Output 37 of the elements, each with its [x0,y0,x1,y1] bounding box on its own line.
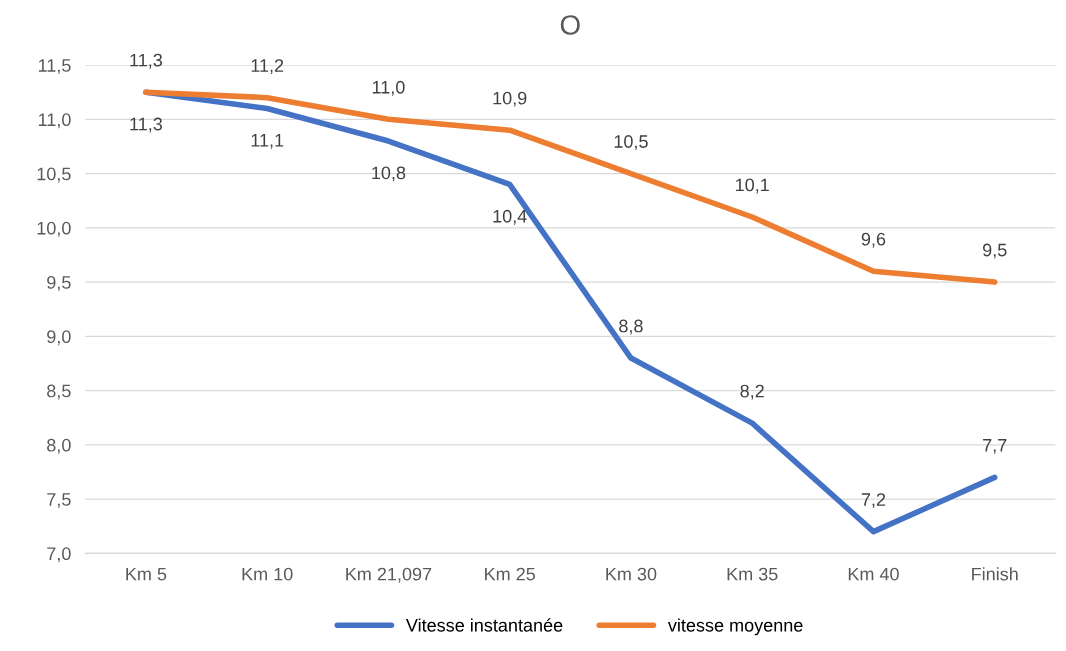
x-tick-label: Km 5 [126,567,167,581]
data-label: 11,3 [130,53,163,69]
y-tick-label: 7,5 [47,493,71,508]
x-tick-label: Km 25 [485,567,536,581]
data-label: 7,7 [983,439,1007,454]
data-label: 10,8 [372,166,406,182]
y-tick-label: 7,0 [47,547,71,563]
data-label: 11,2 [251,59,284,75]
x-tick-label: Km 10 [242,567,293,581]
data-label: 8,2 [740,384,764,400]
data-label: 8,8 [619,319,643,335]
data-label: 10,5 [614,135,648,151]
data-label: 11,0 [372,80,405,96]
x-tick-label: Km 30 [606,567,657,581]
x-tick-label: Km 21,097 [346,567,432,583]
x-tick-label: Finish [972,567,1018,581]
y-tick-label: 9,0 [47,330,71,346]
data-label: 10,1 [736,178,769,194]
y-tick-label: 9,5 [47,276,71,291]
chart-title: O [560,15,580,35]
y-tick-label: 10,0 [37,221,71,237]
y-tick-label: 11,5 [38,59,71,74]
legend-label: vitesse moyenne [667,618,803,636]
data-label: 7,2 [861,493,886,509]
data-label: 11,1 [251,134,284,149]
x-tick-label: Km 40 [848,567,899,581]
data-label: 9,6 [861,232,886,248]
data-label: 9,5 [983,243,1007,259]
y-tick-label: 11,0 [38,113,71,129]
data-label: 10,4 [493,209,527,225]
y-tick-label: 8,5 [47,384,71,400]
legend-label: Vitesse instantanée [405,618,563,632]
y-tick-label: 10,5 [37,167,71,183]
data-label: 11,3 [130,117,163,133]
data-label: 10,9 [493,91,527,107]
x-tick-label: Km 35 [727,567,778,581]
y-tick-label: 8,0 [47,438,71,454]
